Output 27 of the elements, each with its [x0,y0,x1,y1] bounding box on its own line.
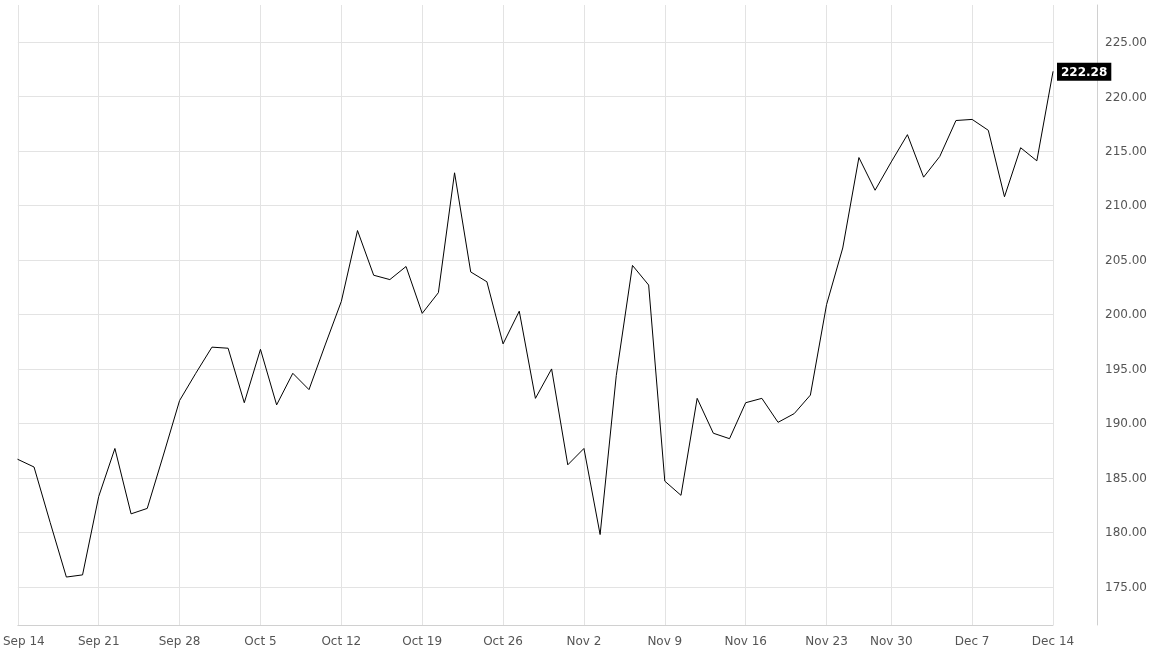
y-tick-label: 225.00 [1105,35,1147,50]
x-tick-label: Oct 19 [402,634,443,648]
y-tick-label: 180.00 [1105,525,1147,540]
x-tick-label: Oct 12 [321,634,362,648]
x-tick-label: Nov 16 [724,634,767,648]
x-tick-label: Nov 2 [566,634,602,648]
x-tick-label: Sep 28 [158,634,201,648]
line-series [17,71,1054,578]
y-tick-label: 200.00 [1105,307,1147,322]
data-label: 222.28 [1061,64,1108,79]
x-tick-label: Nov 23 [805,634,848,648]
x-tick-label: Oct 5 [244,634,277,648]
x-tick-label: Dec 7 [954,634,990,648]
x-tick-label: Nov 9 [647,634,683,648]
y-tick-label: 185.00 [1105,470,1147,485]
y-tick-label: 175.00 [1105,579,1147,594]
x-tick-label: Sep 21 [77,634,120,648]
y-tick-label: 190.00 [1105,416,1147,431]
x-tick-label: Nov 30 [870,634,913,648]
y-tick-label: 205.00 [1105,252,1147,267]
x-tick-label: Oct 26 [483,634,523,648]
y-tick-label: 210.00 [1105,198,1147,213]
y-tick-label: 195.00 [1105,361,1147,376]
x-tick-label: Sep 14 [3,634,45,648]
y-tick-label: 215.00 [1105,144,1147,159]
y-tick-label: 220.00 [1105,89,1147,104]
x-tick-label: Dec 14 [1031,634,1075,648]
